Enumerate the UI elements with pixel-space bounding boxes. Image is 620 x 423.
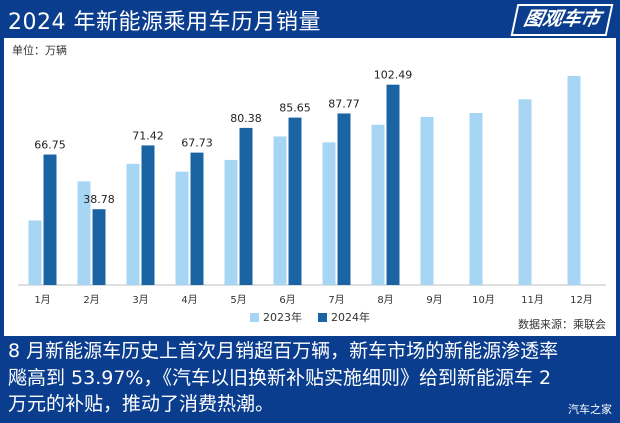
bar-2024-6 <box>288 117 302 285</box>
x-tick-label-8: 8月 <box>377 294 393 306</box>
x-tick-label-11: 11月 <box>521 294 544 306</box>
data-label-2024-5: 80.38 <box>230 112 262 125</box>
bar-2023-6 <box>273 136 287 285</box>
bar-2023-12 <box>567 75 581 285</box>
data-label-2024-7: 87.77 <box>328 97 360 110</box>
bar-2023-4 <box>175 171 189 285</box>
source-label: 数据来源：乘联会 <box>518 318 606 331</box>
legend-swatch-2024 <box>318 313 327 322</box>
x-tick-label-7: 7月 <box>328 294 344 306</box>
bar-2024-7 <box>337 113 351 285</box>
bar-2023-2 <box>77 181 91 285</box>
bar-2023-1 <box>28 220 42 285</box>
legend-label-2023: 2023年 <box>263 310 302 324</box>
bar-2023-5 <box>224 159 238 285</box>
x-tick-label-10: 10月 <box>472 294 495 306</box>
x-tick-label-12: 12月 <box>570 294 593 306</box>
bar-2024-1 <box>43 154 57 285</box>
bar-2023-7 <box>322 142 336 285</box>
x-tick-label-4: 4月 <box>181 294 197 306</box>
brand-logo: 图观车市 <box>510 4 614 36</box>
x-tick-label-1: 1月 <box>34 294 50 306</box>
bar-2023-10 <box>469 113 483 285</box>
bar-2024-4 <box>190 152 204 285</box>
x-tick-label-9: 9月 <box>426 294 442 306</box>
bar-2024-8 <box>386 84 400 285</box>
data-label-2024-4: 67.73 <box>181 137 213 150</box>
chart-panel: 单位：万辆 66.75 1月 38.78 2月 71.42 3月 67.73 4月 80.38 5… <box>4 38 616 336</box>
header-bar: 2024 年新能源乘用车历月销量 图观车市 <box>0 0 620 38</box>
watermark-text: 汽车之家 <box>568 403 612 416</box>
bar-2023-8 <box>371 124 385 286</box>
bar-2023-3 <box>126 163 140 285</box>
data-label-2024-8: 102.49 <box>374 69 413 82</box>
legend-label-2024: 2024年 <box>331 310 370 324</box>
x-tick-label-3: 3月 <box>132 294 148 306</box>
bar-2024-2 <box>92 209 106 285</box>
legend-swatch-2023 <box>250 313 259 322</box>
bar-2023-11 <box>518 99 532 285</box>
x-tick-label-5: 5月 <box>230 294 246 306</box>
bar-2024-5 <box>239 127 253 285</box>
chart-title: 2024 年新能源乘用车历月销量 <box>8 10 321 35</box>
data-label-2024-2: 38.78 <box>83 193 115 206</box>
unit-label: 单位：万辆 <box>12 44 67 57</box>
x-tick-label-2: 2月 <box>83 294 99 306</box>
bar-chart: 66.75 1月 38.78 2月 71.42 3月 67.73 4月 80.38 5月 85.65… <box>18 69 606 324</box>
x-tick-label-6: 6月 <box>279 294 295 306</box>
bar-2024-3 <box>141 145 155 285</box>
data-label-2024-3: 71.42 <box>132 129 164 142</box>
data-label-2024-6: 85.65 <box>279 102 311 115</box>
caption-text: 8 月新能源车历史上首次月销超百万辆，新车市场的新能源渗透率飚高到 53.97%… <box>8 340 559 415</box>
bar-2023-9 <box>420 116 434 285</box>
data-label-2024-1: 66.75 <box>34 139 66 152</box>
